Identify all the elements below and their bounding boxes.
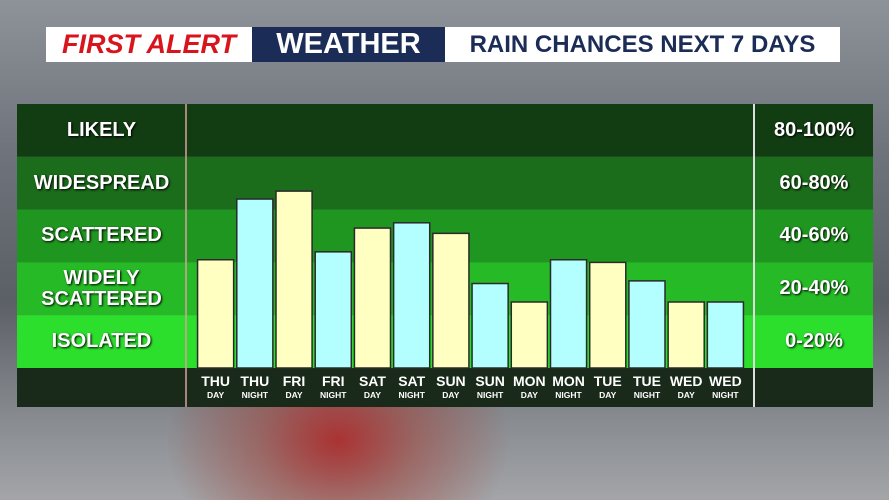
- bar: [392, 222, 431, 369]
- bar: [196, 259, 235, 369]
- bar: [314, 251, 353, 369]
- band-range: 20-40%: [779, 277, 849, 300]
- x-tick-label: WED: [709, 373, 742, 389]
- band-range: 0-20%: [785, 330, 843, 353]
- band-label: ISOLATED: [51, 330, 152, 353]
- x-tick-period: NIGHT: [242, 390, 269, 400]
- x-tick-period: DAY: [207, 390, 224, 400]
- x-tick-label: SUN: [436, 373, 466, 389]
- x-tick-period: DAY: [521, 390, 538, 400]
- x-tick-label: MON: [513, 373, 546, 389]
- x-tick-period: DAY: [442, 390, 459, 400]
- x-tick-label: THU: [240, 373, 269, 389]
- bar: [588, 261, 627, 369]
- footer-row: [17, 368, 873, 407]
- band-label: WIDESPREAD: [33, 171, 170, 194]
- x-tick-period: NIGHT: [712, 390, 739, 400]
- x-tick-period: NIGHT: [320, 390, 347, 400]
- band-range: 80-100%: [773, 118, 855, 141]
- bar: [353, 227, 392, 369]
- bar: [628, 280, 666, 369]
- bar: [236, 198, 274, 369]
- bar: [471, 282, 509, 369]
- x-tick-period: DAY: [599, 390, 616, 400]
- x-tick-period: NIGHT: [555, 390, 582, 400]
- x-tick-period: NIGHT: [634, 390, 661, 400]
- bar: [667, 301, 705, 369]
- x-tick-label: MON: [552, 373, 585, 389]
- x-tick-label: SAT: [359, 373, 386, 389]
- x-tick-period: DAY: [364, 390, 381, 400]
- x-tick-period: DAY: [678, 390, 695, 400]
- bar: [549, 259, 588, 369]
- bar: [275, 190, 313, 369]
- x-tick-label: FRI: [283, 373, 306, 389]
- bar: [432, 232, 470, 369]
- x-tick-label: THU: [201, 373, 230, 389]
- x-tick-label: FRI: [322, 373, 345, 389]
- bar: [510, 301, 549, 369]
- section: WEATHER: [252, 27, 445, 62]
- title: RAIN CHANCES NEXT 7 DAYS: [445, 27, 840, 62]
- band: [17, 156, 873, 210]
- band: [17, 104, 873, 157]
- x-tick-period: DAY: [285, 390, 302, 400]
- brand: FIRST ALERT: [46, 27, 252, 62]
- x-tick-period: NIGHT: [477, 390, 504, 400]
- bar: [706, 301, 745, 369]
- x-tick-period: NIGHT: [398, 390, 425, 400]
- band-label: WIDELY SCATTERED: [41, 266, 162, 310]
- x-tick-label: TUE: [633, 373, 661, 389]
- x-tick-label: TUE: [594, 373, 622, 389]
- x-tick-label: WED: [670, 373, 703, 389]
- band-range: 60-80%: [779, 171, 849, 194]
- band-range: 40-60%: [779, 224, 849, 247]
- band-label: SCATTERED: [41, 224, 162, 247]
- x-tick-label: SUN: [475, 373, 505, 389]
- x-tick-label: SAT: [398, 373, 425, 389]
- band-label: LIKELY: [66, 118, 137, 141]
